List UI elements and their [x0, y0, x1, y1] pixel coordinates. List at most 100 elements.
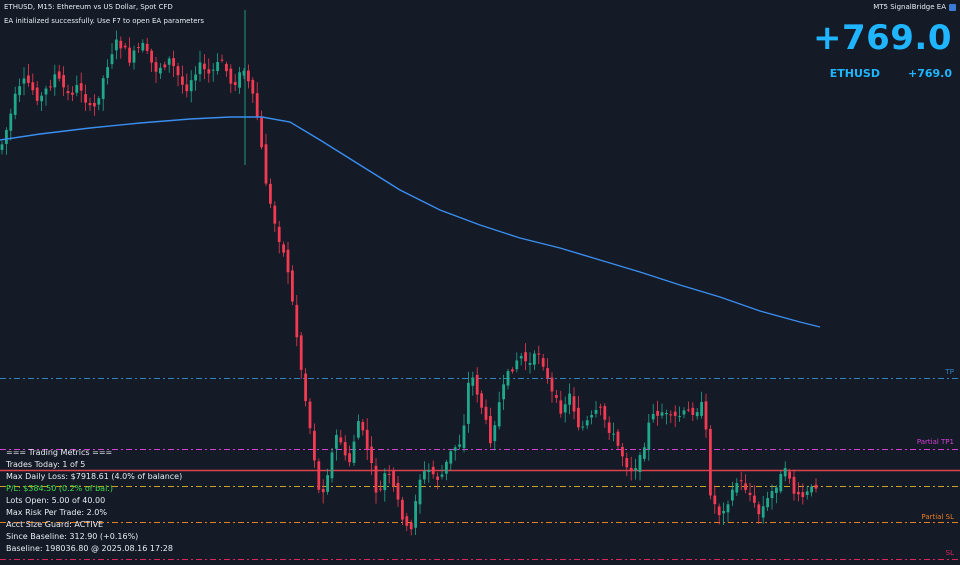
candle	[568, 383, 571, 415]
candle	[713, 485, 717, 514]
baseline: Baseline: 198036.80 @ 2025.08.16 17:28	[6, 544, 173, 553]
candle	[563, 396, 567, 423]
candle	[436, 472, 439, 490]
candle	[374, 458, 378, 504]
trading-metrics-panel: === Trading Metrics === Trades Today: 1 …	[6, 447, 182, 555]
candle	[172, 50, 175, 78]
candle	[717, 503, 721, 525]
candle	[638, 452, 642, 481]
candle	[616, 428, 620, 450]
candle	[106, 59, 109, 85]
candle	[440, 464, 444, 480]
candle	[194, 66, 197, 91]
candle	[590, 410, 593, 425]
candle	[229, 64, 233, 93]
candle	[704, 393, 708, 438]
candle	[352, 434, 356, 466]
candle	[295, 294, 299, 347]
ea-status-message: EA initialized successfully. Use F7 to o…	[4, 17, 205, 25]
candle	[387, 465, 391, 484]
expert-advisor-icon	[949, 3, 956, 11]
candle	[761, 496, 765, 524]
symbol-profit-row: ETHUSD +769.0	[830, 67, 952, 80]
candle	[189, 70, 193, 103]
candle	[695, 407, 699, 420]
candle	[286, 241, 290, 284]
candle	[480, 390, 483, 415]
candle	[97, 96, 101, 111]
total-profit: +769.0	[812, 18, 952, 58]
candle	[317, 458, 321, 494]
candle	[423, 461, 426, 484]
candle	[181, 65, 184, 94]
candle	[625, 452, 629, 476]
candle	[533, 350, 536, 370]
candle	[251, 77, 255, 104]
candle	[757, 501, 761, 524]
candle	[766, 491, 769, 511]
candle	[805, 485, 809, 500]
candle	[242, 67, 246, 80]
candle	[709, 425, 712, 500]
candle	[405, 512, 409, 532]
candle	[770, 484, 774, 510]
candle	[0, 141, 4, 155]
candle	[585, 415, 589, 430]
candle	[687, 401, 690, 413]
candle	[150, 48, 153, 73]
candle	[57, 64, 61, 82]
candle	[84, 84, 87, 112]
candle	[660, 403, 664, 419]
candle	[361, 419, 365, 436]
acct-size-guard: Acct Size Guard: ACTIVE	[6, 520, 104, 529]
candle	[123, 42, 127, 50]
candle	[304, 368, 307, 407]
candle	[810, 484, 813, 497]
candle	[559, 390, 563, 418]
candle	[515, 352, 519, 373]
symbol-profit: +769.0	[907, 67, 952, 80]
ea-name-label[interactable]: MT5 SignalBridge EA	[873, 3, 956, 11]
candle	[775, 485, 778, 504]
candle	[748, 482, 752, 502]
trades-today: Trades Today: 1 of 5	[6, 460, 86, 469]
candle	[541, 353, 545, 371]
candle	[467, 371, 470, 433]
candle	[427, 463, 431, 483]
candle	[484, 399, 488, 425]
candle	[211, 63, 215, 82]
candle	[634, 458, 637, 480]
candle	[49, 79, 52, 91]
candle	[506, 368, 510, 390]
candle	[44, 85, 48, 106]
candle	[581, 420, 585, 431]
candle	[348, 445, 351, 467]
candle	[176, 62, 180, 87]
pnl: P/L: $384.50 (0.2% of bal.)	[6, 484, 113, 493]
sl-level-label: SL	[945, 549, 954, 557]
candle	[555, 389, 558, 403]
candle	[66, 84, 70, 101]
candle	[726, 500, 730, 522]
candle	[475, 367, 479, 403]
candle	[220, 54, 224, 63]
candle	[691, 402, 695, 421]
candle	[13, 86, 17, 120]
candle	[75, 75, 79, 97]
candle	[282, 241, 285, 257]
candle	[18, 78, 21, 103]
candle	[35, 81, 39, 106]
candle	[326, 468, 329, 495]
partial-sl-level-label: Partial SL	[921, 513, 954, 521]
candle	[550, 372, 554, 403]
candle	[62, 66, 65, 96]
candle	[453, 445, 457, 461]
candle	[291, 265, 294, 306]
candle	[731, 481, 734, 506]
candle	[502, 374, 505, 410]
candle	[167, 56, 171, 73]
candle	[665, 409, 668, 425]
candle	[159, 63, 162, 80]
candle	[299, 332, 303, 379]
